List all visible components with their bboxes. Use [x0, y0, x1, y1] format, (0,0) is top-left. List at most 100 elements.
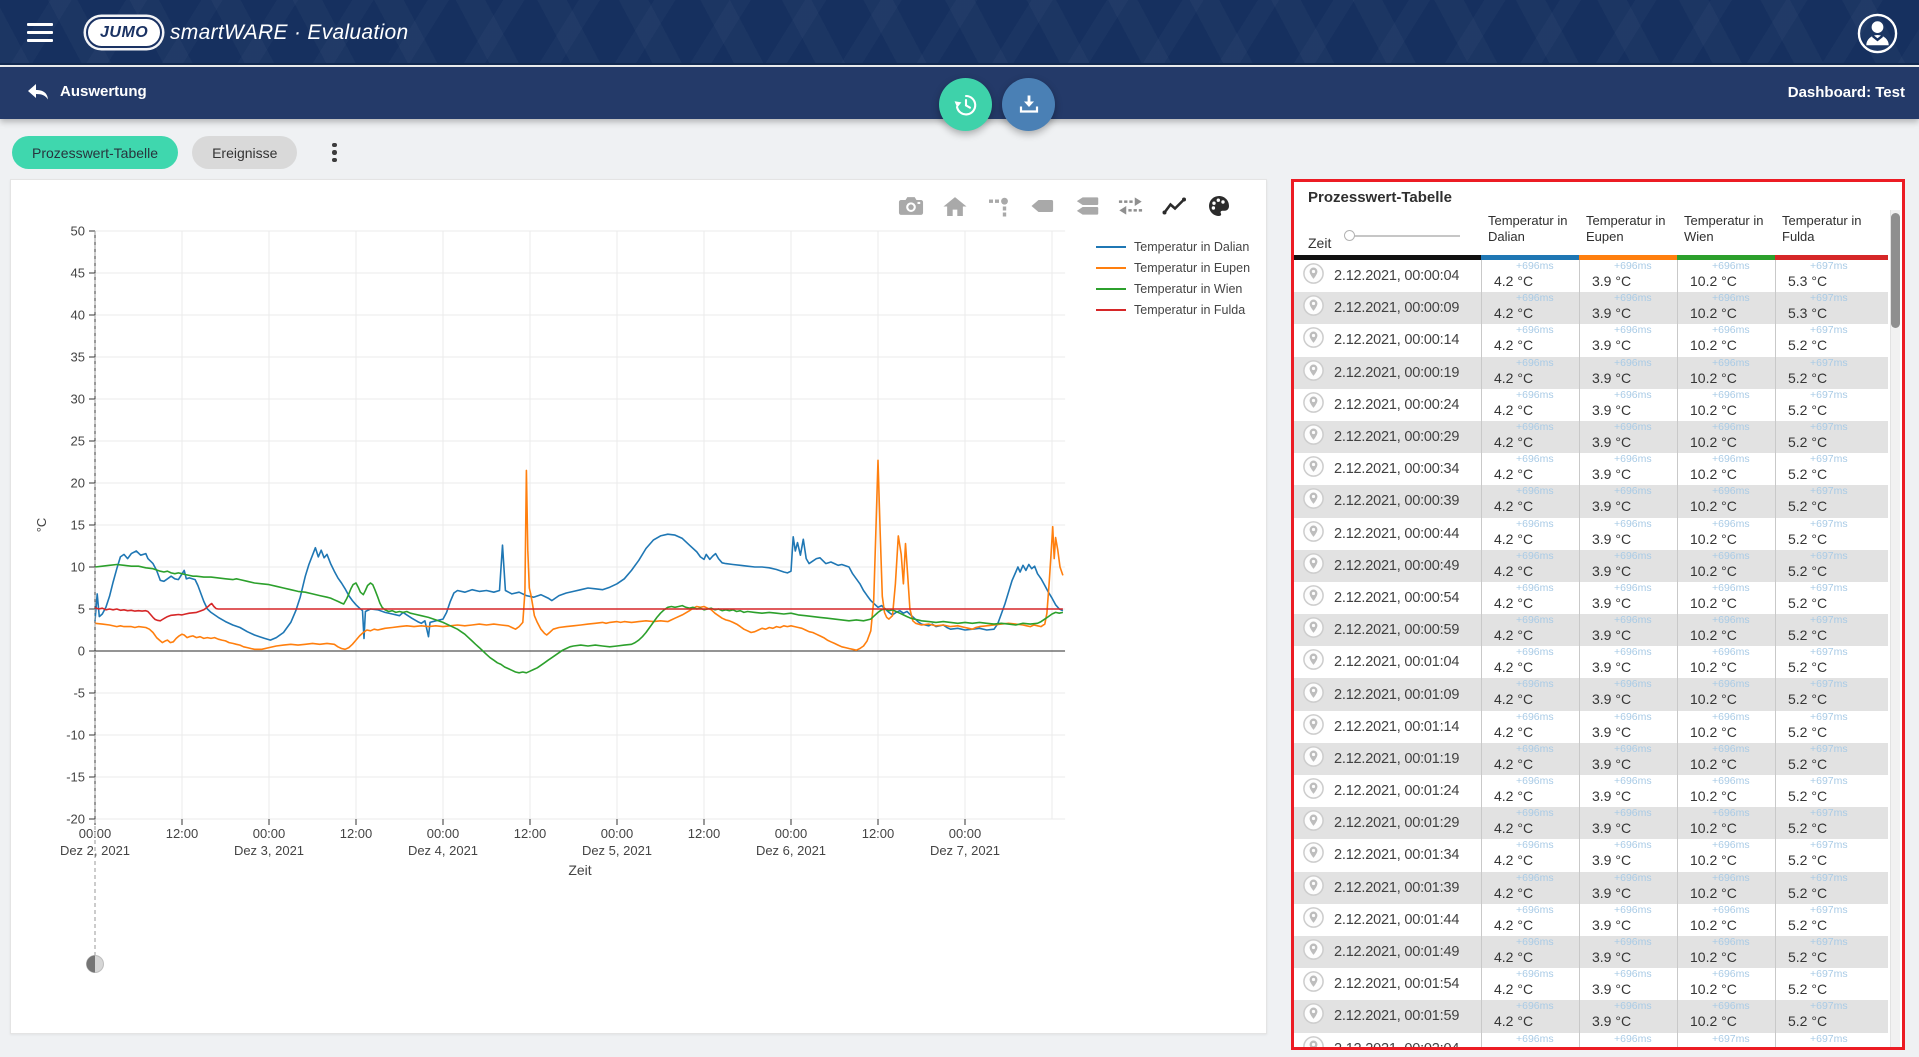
home-icon[interactable]	[941, 192, 968, 219]
table-row[interactable]: 2.12.2021, 00:01:29+696ms4.2 °C+696ms3.9…	[1294, 807, 1888, 839]
legend-item-3[interactable]: Temperatur in Wien	[1096, 278, 1250, 299]
app-root: JUMO smartWARE · Evaluation Auswertung D…	[0, 0, 1919, 1057]
history-button[interactable]	[939, 78, 992, 131]
row-temperature-value: 4.2 °C	[1482, 1012, 1579, 1030]
x-date-label: Dez 6, 2021	[756, 843, 826, 858]
pin-icon	[1302, 906, 1325, 929]
table-title: Prozesswert-Tabelle	[1308, 189, 1452, 206]
camera-icon[interactable]	[897, 192, 924, 219]
slider-knob[interactable]	[1344, 230, 1355, 241]
palette-icon[interactable]	[1205, 192, 1232, 219]
table-row[interactable]: 2.12.2021, 00:00:44+696ms4.2 °C+696ms3.9…	[1294, 518, 1888, 550]
row-ms-offset: +697ms	[1776, 358, 1888, 369]
row-temperature-value: 4.2 °C	[1482, 819, 1579, 837]
time-offset-slider[interactable]	[1344, 230, 1462, 242]
hover-closest-icon[interactable]	[1029, 192, 1056, 219]
plot-area[interactable]: 50454035302520151050-5-10-15-2000:00Dez …	[11, 180, 1268, 1035]
table-scrollbar-thumb[interactable]	[1891, 213, 1900, 328]
table-row[interactable]: 2.12.2021, 00:01:19+696ms4.2 °C+696ms3.9…	[1294, 743, 1888, 775]
tab-overflow-menu-icon[interactable]	[325, 141, 343, 165]
table-row[interactable]: 2.12.2021, 00:00:19+696ms4.2 °C+696ms3.9…	[1294, 357, 1888, 389]
legend-item-4[interactable]: Temperatur in Fulda	[1096, 299, 1250, 320]
table-row[interactable]: 2.12.2021, 00:01:39+696ms4.2 °C+696ms3.9…	[1294, 872, 1888, 904]
row-ms-offset: +696ms	[1482, 712, 1579, 723]
table-row[interactable]: 2.12.2021, 00:01:24+696ms4.2 °C+696ms3.9…	[1294, 775, 1888, 807]
table-row[interactable]: 2.12.2021, 00:00:14+696ms4.2 °C+696ms3.9…	[1294, 324, 1888, 356]
row-ms-offset: +697ms	[1776, 937, 1888, 948]
row-temperature-value: 10.2 °C	[1678, 530, 1775, 548]
row-ms-offset: +696ms	[1482, 808, 1579, 819]
row-temperature-value: 3.9 °C	[1580, 1012, 1677, 1030]
tab-ereignisse[interactable]: Ereignisse	[192, 136, 297, 169]
row-ms-offset: +696ms	[1580, 325, 1677, 336]
tab-prozesswert-tabelle[interactable]: Prozesswert-Tabelle	[12, 136, 178, 169]
row-ms-offset: +696ms	[1580, 969, 1677, 980]
table-row[interactable]: 2.12.2021, 00:00:54+696ms4.2 °C+696ms3.9…	[1294, 582, 1888, 614]
row-ms-offset: +696ms	[1482, 905, 1579, 916]
row-temperature-value: 3.9 °C	[1580, 787, 1677, 805]
row-temperature-value: 3.9 °C	[1580, 819, 1677, 837]
view-tabs: Prozesswert-Tabelle Ereignisse	[12, 136, 343, 169]
row-ms-offset: +696ms	[1678, 744, 1775, 755]
row-temperature-value: 3.9 °C	[1580, 272, 1677, 290]
row-temperature-value: 3.9 °C	[1580, 916, 1677, 934]
table-row[interactable]: 2.12.2021, 00:01:34+696ms4.2 °C+696ms3.9…	[1294, 839, 1888, 871]
legend-item-2[interactable]: Temperatur in Eupen	[1096, 257, 1250, 278]
row-temperature-value: 3.9 °C	[1580, 530, 1677, 548]
row-ms-offset: +696ms	[1482, 1001, 1579, 1012]
row-timestamp: 2.12.2021, 00:00:29	[1334, 429, 1459, 445]
table-row[interactable]: 2.12.2021, 00:01:09+696ms4.2 °C+696ms3.9…	[1294, 678, 1888, 710]
row-ms-offset: +696ms	[1678, 1001, 1775, 1012]
row-ms-offset: +696ms	[1580, 873, 1677, 884]
pan-x-icon[interactable]	[1117, 192, 1144, 219]
table-scrollbar-track[interactable]	[1890, 210, 1900, 1047]
row-temperature-value: 3.9 °C	[1580, 465, 1677, 483]
row-timestamp: 2.12.2021, 00:00:54	[1334, 590, 1459, 606]
table-row[interactable]: 2.12.2021, 00:00:04+696ms4.2 °C+696ms3.9…	[1294, 260, 1888, 292]
table-row[interactable]: 2.12.2021, 00:00:24+696ms4.2 °C+696ms3.9…	[1294, 389, 1888, 421]
row-temperature-value: 4.2 °C	[1482, 916, 1579, 934]
row-temperature-value: 10.2 °C	[1678, 497, 1775, 515]
row-ms-offset: +697ms	[1776, 261, 1888, 272]
row-ms-offset: +696ms	[1580, 712, 1677, 723]
table-row[interactable]: 2.12.2021, 00:01:59+696ms4.2 °C+696ms3.9…	[1294, 1000, 1888, 1032]
table-row[interactable]: 2.12.2021, 00:00:29+696ms4.2 °C+696ms3.9…	[1294, 421, 1888, 453]
row-ms-offset: +696ms	[1580, 1034, 1677, 1045]
spike-lines-icon[interactable]	[985, 192, 1012, 219]
legend-swatch	[1096, 288, 1126, 290]
y-tick-label: 25	[71, 434, 85, 449]
legend-item-1[interactable]: Temperatur in Dalian	[1096, 236, 1250, 257]
table-row[interactable]: 2.12.2021, 00:02:04+696ms4.2 °C+696ms3.9…	[1294, 1033, 1888, 1048]
table-row[interactable]: 2.12.2021, 00:00:39+696ms4.2 °C+696ms3.9…	[1294, 485, 1888, 517]
row-temperature-value: 5.2 °C	[1776, 401, 1888, 419]
table-row[interactable]: 2.12.2021, 00:01:54+696ms4.2 °C+696ms3.9…	[1294, 968, 1888, 1000]
table-row[interactable]: 2.12.2021, 00:01:04+696ms4.2 °C+696ms3.9…	[1294, 646, 1888, 678]
table-row[interactable]: 2.12.2021, 00:00:34+696ms4.2 °C+696ms3.9…	[1294, 453, 1888, 485]
download-button[interactable]	[1002, 78, 1055, 131]
line-style-icon[interactable]	[1161, 192, 1188, 219]
table-row[interactable]: 2.12.2021, 00:01:14+696ms4.2 °C+696ms3.9…	[1294, 711, 1888, 743]
row-ms-offset: +696ms	[1580, 776, 1677, 787]
row-ms-offset: +696ms	[1580, 422, 1677, 433]
table-row[interactable]: 2.12.2021, 00:00:09+696ms4.2 °C+696ms3.9…	[1294, 292, 1888, 324]
column-header-eupen: Temperatur inEupen	[1586, 213, 1682, 245]
row-temperature-value: 3.9 °C	[1580, 658, 1677, 676]
row-ms-offset: +696ms	[1482, 422, 1579, 433]
table-row[interactable]: 2.12.2021, 00:00:49+696ms4.2 °C+696ms3.9…	[1294, 550, 1888, 582]
hover-compare-icon[interactable]	[1073, 192, 1100, 219]
user-avatar-icon[interactable]	[1856, 12, 1899, 55]
row-temperature-value: 5.2 °C	[1776, 787, 1888, 805]
table-row[interactable]: 2.12.2021, 00:00:59+696ms4.2 °C+696ms3.9…	[1294, 614, 1888, 646]
row-temperature-value: 3.9 °C	[1580, 1045, 1677, 1048]
table-row[interactable]: 2.12.2021, 00:01:49+696ms4.2 °C+696ms3.9…	[1294, 936, 1888, 968]
row-ms-offset: +696ms	[1678, 486, 1775, 497]
y-tick-label: 15	[71, 518, 85, 533]
row-ms-offset: +696ms	[1482, 325, 1579, 336]
row-ms-offset: +696ms	[1482, 551, 1579, 562]
menu-icon[interactable]	[27, 23, 53, 42]
row-temperature-value: 10.2 °C	[1678, 916, 1775, 934]
row-ms-offset: +697ms	[1776, 647, 1888, 658]
row-ms-offset: +696ms	[1482, 293, 1579, 304]
table-row[interactable]: 2.12.2021, 00:01:44+696ms4.2 °C+696ms3.9…	[1294, 904, 1888, 936]
back-button[interactable]: Auswertung	[26, 81, 147, 102]
